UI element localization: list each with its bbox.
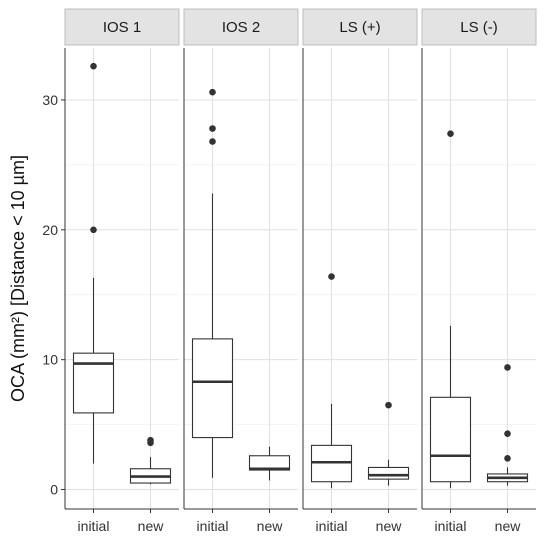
- outlier-point: [209, 125, 216, 132]
- facet-strip: [64, 8, 180, 46]
- facet-strip-label: LS (+): [339, 19, 380, 36]
- outlier-point: [504, 430, 511, 437]
- facet-strip: [302, 8, 418, 46]
- facet-strip: [183, 8, 299, 46]
- x-tick-label: initial: [435, 518, 467, 534]
- outlier-point: [504, 455, 511, 462]
- y-axis: 0 10 20 30: [42, 92, 65, 498]
- x-tick-label: new: [376, 518, 403, 534]
- y-tick-label: 30: [42, 92, 58, 108]
- outlier-point: [328, 273, 335, 280]
- box-group-initial: [310, 273, 353, 489]
- box-group-new: [486, 364, 529, 486]
- box-group-initial: [191, 88, 234, 478]
- box-iqr: [429, 396, 472, 483]
- x-tick-label: initial: [197, 518, 229, 534]
- y-tick-label: 10: [42, 352, 58, 368]
- outlier-point: [209, 88, 216, 96]
- facet-strip-label: LS (-): [460, 19, 498, 36]
- facet-panel: IOS 2 initial new: [183, 8, 299, 534]
- outlier-point: [147, 436, 154, 444]
- y-axis-title: OCA (mm²) [Distance < 10 µm]: [8, 155, 28, 402]
- y-tick-label: 20: [42, 222, 58, 238]
- facet-strip-label: IOS 1: [103, 19, 141, 36]
- x-tick-label: new: [495, 518, 522, 534]
- facet-strip: [421, 8, 537, 46]
- box-group-initial: [429, 130, 472, 489]
- x-tick-label: new: [257, 518, 284, 534]
- box-group-new: [367, 401, 410, 486]
- outlier-point: [90, 62, 97, 70]
- box-group-new: [129, 436, 172, 485]
- x-tick-label: initial: [316, 518, 348, 534]
- box-group-initial: [72, 62, 115, 464]
- box-iqr: [72, 352, 115, 414]
- x-tick-label: initial: [78, 518, 110, 534]
- outlier-point: [385, 401, 392, 409]
- facet-strip-label: IOS 2: [222, 19, 260, 36]
- facet-panels: IOS 1 initial new IOS 2 initial new LS (+) init…: [64, 8, 537, 534]
- outlier-point: [209, 138, 216, 145]
- y-tick-label: 0: [50, 482, 58, 498]
- outlier-point: [447, 130, 454, 138]
- box-iqr: [191, 338, 234, 439]
- box-group-new: [248, 446, 291, 481]
- facet-panel: LS (-) initial new: [421, 8, 537, 534]
- box-iqr: [367, 466, 410, 480]
- facet-panel: IOS 1 initial new: [64, 8, 180, 534]
- x-tick-label: new: [138, 518, 165, 534]
- outlier-point: [504, 364, 511, 371]
- facet-panel: LS (+) initial new: [302, 8, 418, 534]
- outlier-point: [90, 226, 97, 234]
